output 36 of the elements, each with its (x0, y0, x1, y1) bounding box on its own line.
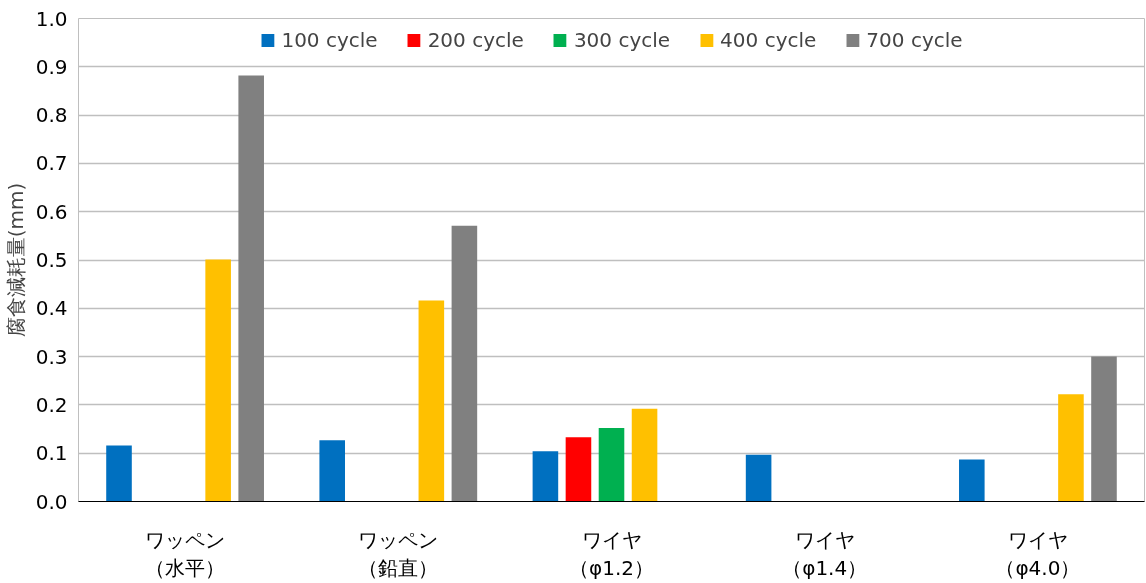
y-axis-title: 腐食減耗量(mm) (3, 182, 28, 338)
x-tick-label: ワッペン（鉛直） (358, 527, 439, 581)
bar (745, 454, 772, 502)
x-tick-label: ワイヤ（φ1.2） (569, 527, 654, 581)
bar (451, 225, 478, 502)
bar (1058, 394, 1084, 502)
y-tick-label: 0.6 (35, 199, 68, 224)
x-tick-label: ワッペン（水平） (145, 527, 226, 581)
y-tick-label: 0.4 (35, 296, 68, 321)
y-tick-label: 0.9 (35, 54, 68, 79)
bar (1091, 356, 1117, 502)
bar (532, 451, 559, 502)
y-tick-label: 0.0 (35, 489, 68, 514)
legend-label: 100 cycle (281, 28, 378, 52)
bar (319, 440, 345, 502)
bar (598, 428, 625, 502)
y-tick-label: 0.8 (35, 103, 68, 128)
bar (418, 300, 445, 502)
bar (106, 445, 132, 502)
y-tick-label: 0.2 (35, 392, 68, 417)
bar (959, 459, 985, 502)
bar (238, 75, 264, 502)
legend-label: 700 cycle (866, 28, 963, 52)
bar (205, 259, 231, 502)
y-tick-label: 0.3 (35, 344, 68, 369)
legend-label: 200 cycle (427, 28, 524, 52)
y-tick-label: 0.7 (35, 151, 68, 176)
x-tick-label: ワイヤ（φ4.0） (995, 527, 1081, 581)
x-tick-label: ワイヤ（φ1.4） (782, 527, 868, 581)
y-tick-label: 0.1 (35, 441, 68, 466)
bar (565, 437, 592, 502)
legend-label: 300 cycle (573, 28, 671, 52)
y-tick-label: 1.0 (35, 6, 68, 31)
y-tick-label: 0.5 (35, 248, 68, 272)
legend-label: 400 cycle (720, 28, 817, 52)
bar (631, 408, 658, 502)
